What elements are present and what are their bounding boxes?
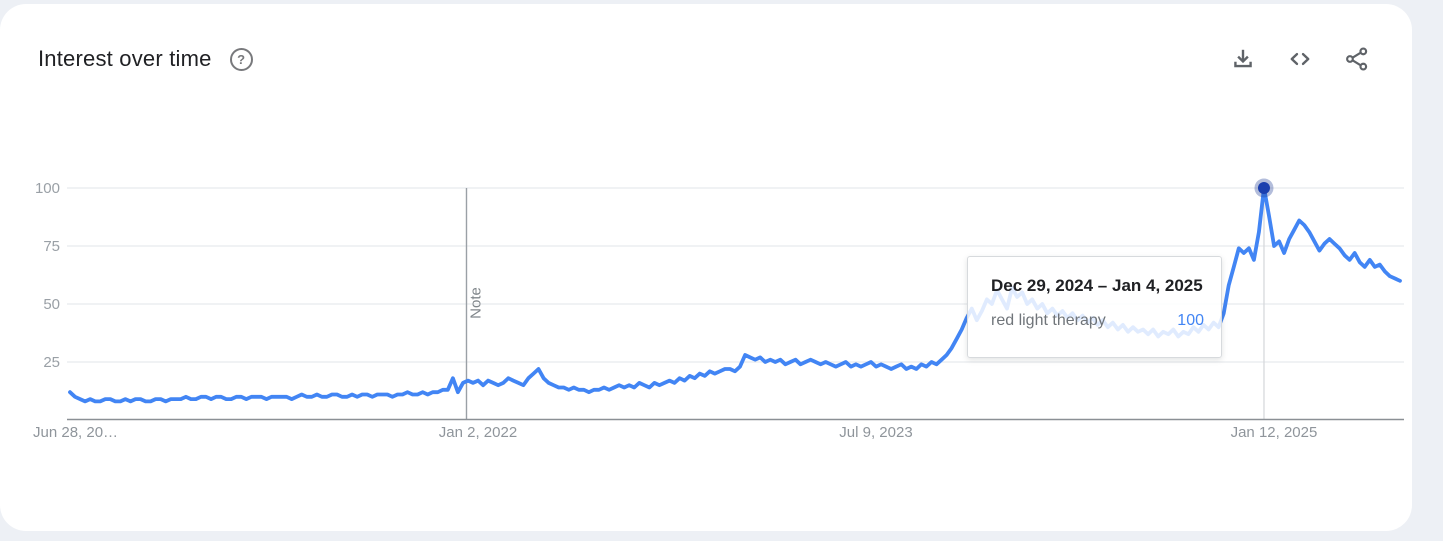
- chart-tooltip: Dec 29, 2024 – Jan 4, 2025 red light the…: [967, 256, 1222, 358]
- y-axis-label: 75: [43, 238, 60, 255]
- tooltip-series-label: red light therapy: [991, 312, 1106, 329]
- x-axis-label: Jun 28, 20…: [33, 424, 118, 441]
- x-axis-label: Jan 2, 2022: [439, 424, 517, 441]
- hover-dot[interactable]: [1257, 182, 1270, 194]
- y-axis-label: 100: [35, 180, 60, 197]
- note-label: Note: [467, 287, 484, 319]
- share-icon: [1346, 47, 1368, 71]
- x-axis-label: Jul 9, 2023: [839, 424, 912, 441]
- y-axis-label: 25: [43, 354, 60, 371]
- x-axis-label: Jan 12, 2025: [1231, 424, 1318, 441]
- page-title: Interest over time: [38, 46, 212, 71]
- y-axis-label: 50: [43, 296, 60, 313]
- embed-code-icon: [1290, 52, 1310, 66]
- share-button[interactable]: [1342, 44, 1372, 74]
- question-mark-circle-icon[interactable]: ?: [229, 47, 253, 71]
- tooltip-series-row: red light therapy 100: [991, 310, 1204, 332]
- chart-toolbar: [1228, 44, 1372, 74]
- chart-header: Interest over time ?: [38, 42, 1372, 76]
- embed-button[interactable]: [1285, 44, 1315, 74]
- tooltip-date-range: Dec 29, 2024 – Jan 4, 2025: [991, 276, 1203, 295]
- tooltip-value: 100: [1177, 312, 1204, 329]
- download-icon: [1234, 49, 1252, 68]
- download-button[interactable]: [1228, 44, 1258, 74]
